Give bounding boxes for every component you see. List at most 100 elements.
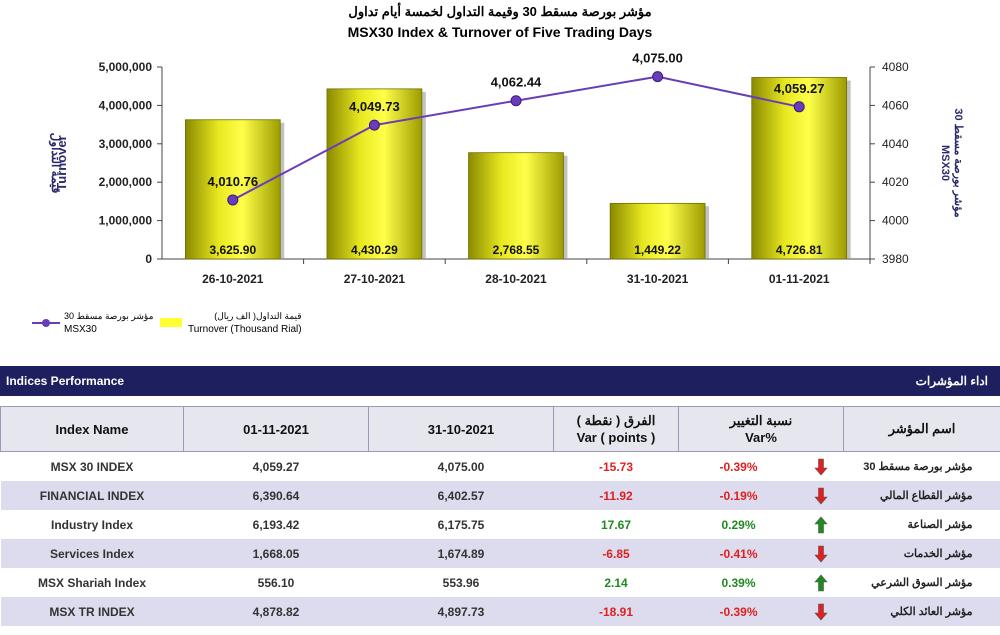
table-row: Services Index 1,668.05 1,674.89 -6.85 -0.41…	[0, 539, 1000, 568]
index-name: MSX TR INDEX	[0, 597, 184, 626]
x-tick-label: 01-11-2021	[769, 272, 830, 286]
header-index-name-ar: اسم المؤشر	[843, 406, 1000, 452]
y-tick-label: 0	[145, 252, 152, 266]
section-title: Indices Performance	[6, 374, 125, 388]
x-tick-label: 31-10-2021	[627, 272, 689, 286]
header-date-1: 01-11-2021	[183, 406, 369, 452]
y-tick-label: 3,000,000	[99, 137, 153, 151]
x-tick-label: 26-10-2021	[202, 272, 264, 286]
var-percent: -0.39%	[678, 451, 799, 481]
var-points: -11.92	[553, 481, 679, 510]
var-percent: -0.39%	[678, 597, 799, 626]
value-date-2: 6,175.75	[368, 510, 554, 539]
value-date-1: 556.10	[183, 568, 369, 597]
legend-bar-swatch	[160, 318, 182, 327]
value-date-1: 6,193.42	[183, 510, 369, 539]
bar-value-label: 1,449.22	[634, 243, 681, 257]
table-row: Industry Index 6,193.42 6,175.75 17.67 0.29%…	[0, 510, 1000, 539]
value-date-2: 1,674.89	[368, 539, 554, 568]
index-name: MSX Shariah Index	[0, 568, 184, 597]
legend-line-swatch	[32, 319, 60, 327]
msx30-point	[652, 71, 664, 83]
index-name-ar: مؤشر الصناعة	[843, 510, 1000, 539]
y2-tick-label: 3980	[882, 252, 909, 266]
header-var: الفرق ( نقطة ) Var ( points )	[553, 406, 679, 452]
var-percent: -0.19%	[678, 481, 799, 510]
arrow-up-icon	[798, 568, 844, 597]
y2-tick-label: 4000	[882, 214, 909, 228]
arrow-down-icon	[798, 481, 844, 510]
legend-bar-label-ar: قيمة التداول( الف ريال)	[214, 311, 302, 321]
header-var-en: Var ( points )	[576, 430, 656, 445]
index-name-ar: مؤشر القطاع المالي	[843, 481, 1000, 510]
value-date-1: 4,059.27	[183, 451, 369, 481]
var-percent: -0.41%	[678, 539, 799, 568]
index-name: MSX 30 INDEX	[0, 451, 184, 481]
bar-value-label: 3,625.90	[209, 243, 256, 257]
bar-value-label: 4,726.81	[776, 243, 823, 257]
table-header-row: Index Name 01-11-2021 31-10-2021 الفرق (…	[0, 406, 1000, 452]
index-name-ar: مؤشر الخدمات	[843, 539, 1000, 568]
index-name-ar: مؤشر العائد الكلي	[843, 597, 1000, 626]
line-value-label: 4,075.00	[632, 51, 683, 66]
table-row: MSX 30 INDEX 4,059.27 4,075.00 -15.73 -0.39%…	[0, 451, 1000, 481]
var-percent: 0.29%	[678, 510, 799, 539]
header-pct-ar: نسبة التغيير	[729, 413, 793, 428]
section-title-ar: اداء المؤشرات	[915, 374, 988, 388]
var-points: 17.67	[553, 510, 679, 539]
header-var-ar: الفرق ( نقطة )	[576, 413, 656, 428]
legend-line-label-ar: مؤشر بورصة مسقط 30	[64, 311, 154, 321]
y-tick-label: 1,000,000	[99, 214, 153, 228]
chart-title-ar: مؤشر بورصة مسقط 30 وقيمة التداول لخمسة أ…	[348, 4, 652, 19]
y2-axis-title: MSX30	[939, 145, 951, 181]
value-date-1: 1,668.05	[183, 539, 369, 568]
turnover-bar	[184, 119, 281, 260]
y2-tick-label: 4020	[882, 175, 909, 189]
y2-tick-label: 4060	[882, 98, 909, 112]
line-value-label: 4,049.73	[349, 99, 400, 114]
arrow-down-icon	[798, 539, 844, 568]
y-axis-title: Turnover	[54, 135, 69, 190]
value-date-1: 4,878.82	[183, 597, 369, 626]
var-points: -15.73	[553, 451, 679, 481]
legend-line-label: MSX30	[64, 324, 97, 335]
legend-bar-label: Turnover (Thousand Rial)	[188, 324, 302, 335]
value-date-2: 4,075.00	[368, 451, 554, 481]
y-tick-label: 4,000,000	[99, 98, 153, 112]
value-date-2: 553.96	[368, 568, 554, 597]
msx30-point	[227, 194, 239, 206]
y2-tick-label: 4040	[882, 137, 909, 151]
index-name-ar: مؤشر السوق الشرعي	[843, 568, 1000, 597]
chart-title: MSX30 Index & Turnover of Five Trading D…	[347, 24, 653, 40]
table-row: MSX TR INDEX 4,878.82 4,897.73 -18.91 -0.39%…	[0, 597, 1000, 626]
chart-svg: 0 1,000,000 2,000,000 3,000,000 4,000,000 5,0…	[48, 51, 964, 286]
header-index-name: Index Name	[0, 406, 184, 452]
table-row: MSX Shariah Index 556.10 553.96 2.14 0.39% مؤ…	[0, 568, 1000, 597]
index-name: Services Index	[0, 539, 184, 568]
x-tick-label: 27-10-2021	[344, 272, 406, 286]
legend-line: مؤشر بورصة مسقط 30 MSX30	[64, 310, 153, 336]
header-pct-en: Var%	[745, 430, 777, 445]
line-value-label: 4,059.27	[774, 81, 825, 96]
y-axis-title-ar: قيمة التداول	[48, 133, 63, 194]
index-name: FINANCIAL INDEX	[0, 481, 184, 510]
msx30-point	[368, 119, 380, 131]
arrow-up-icon	[798, 510, 844, 539]
table-row: FINANCIAL INDEX 6,390.64 6,402.57 -11.92 -0.…	[0, 481, 1000, 510]
bar-value-label: 4,430.29	[351, 243, 398, 257]
value-date-2: 6,402.57	[368, 481, 554, 510]
turnover-bar	[609, 202, 706, 260]
index-name-ar: مؤشر بورصة مسقط 30	[843, 451, 1000, 481]
var-points: -18.91	[553, 597, 679, 626]
line-value-label: 4,010.76	[207, 174, 258, 189]
indices-table: Index Name 01-11-2021 31-10-2021 الفرق (…	[0, 406, 1000, 626]
x-tick-label: 28-10-2021	[485, 272, 547, 286]
arrow-down-icon	[798, 597, 844, 626]
index-name: Industry Index	[0, 510, 184, 539]
var-points: -6.85	[553, 539, 679, 568]
y-tick-label: 2,000,000	[99, 175, 153, 189]
header-var-pct: نسبة التغيير Var%	[677, 406, 845, 452]
section-header: Indices Performance اداء المؤشرات	[0, 366, 1000, 396]
bar-value-label: 2,768.55	[493, 243, 540, 257]
legend-bar: قيمة التداول( الف ريال) Turnover (Thousa…	[188, 310, 302, 336]
